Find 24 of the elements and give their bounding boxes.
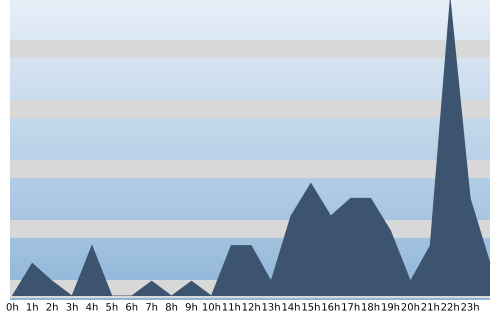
x-tick-label: 7h xyxy=(145,302,158,314)
x-tick-label: 14h xyxy=(281,302,301,314)
x-tick-label: 5h xyxy=(106,302,118,314)
x-tick-label: 18h xyxy=(361,302,380,314)
x-tick-label: 6h xyxy=(125,302,138,314)
x-tick-label: 0h xyxy=(6,302,19,314)
x-tick-label: 11h xyxy=(222,302,241,314)
x-tick-label: 15h xyxy=(301,302,320,314)
x-tick-label: 8h xyxy=(165,302,178,314)
x-tick-label: 12h xyxy=(242,302,261,314)
x-tick-label: 16h xyxy=(321,302,340,314)
x-tick-label: 20h xyxy=(400,302,420,314)
x-tick-label: 1h xyxy=(26,302,39,314)
x-tick-label: 3h xyxy=(66,302,78,314)
x-tick-label: 21h xyxy=(420,302,440,314)
x-tick-label: 4h xyxy=(86,302,98,314)
x-tick-label: 17h xyxy=(341,302,360,314)
x-tick-label: 23h xyxy=(460,302,480,314)
x-tick-label: 13h xyxy=(262,302,281,314)
x-tick-label: 19h xyxy=(380,302,400,314)
x-tick-label: 2h xyxy=(46,302,59,314)
x-tick-label: 22h xyxy=(440,302,460,314)
x-tick-label: 10h xyxy=(202,302,221,314)
x-tick-label: 9h xyxy=(185,302,198,314)
